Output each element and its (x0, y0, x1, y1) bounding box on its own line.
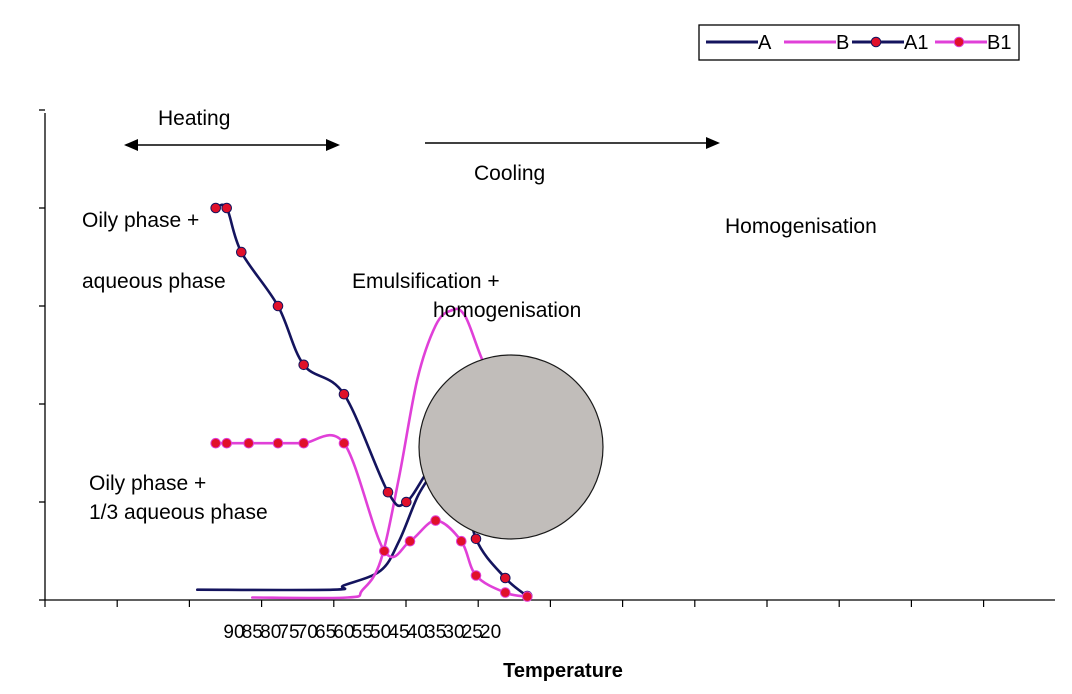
data-point-a1 (401, 496, 412, 508)
legend-entry-b1: B1 (935, 32, 1011, 54)
x-axis-ticks (44, 600, 985, 607)
data-point-a1 (382, 486, 394, 498)
data-point-a1 (298, 359, 310, 371)
series-line-b (251, 307, 529, 600)
annotation-emulsification-line1: Emulsification + (352, 270, 500, 293)
legend-label: B (836, 32, 849, 54)
legend: A B A1 B1 (698, 24, 1020, 61)
annotation-heating: Heating (158, 107, 230, 130)
legend-label: A (758, 32, 772, 54)
annotation-homogenisation: Homogenisation (725, 215, 877, 238)
data-point-b1 (430, 515, 441, 526)
x-tick-label: 65 (315, 622, 336, 643)
x-tick-label: 55 (352, 622, 373, 643)
data-point-b1 (298, 437, 310, 449)
x-tick-label: 50 (370, 622, 391, 643)
data-point-b1 (338, 437, 350, 449)
emulsification-vessel-circle (418, 354, 604, 540)
legend-marker (953, 36, 965, 48)
data-point-b1 (210, 437, 221, 449)
legend-marker (870, 36, 882, 48)
data-point-b1 (500, 587, 511, 598)
annotation-oily-third-line1: Oily phase + (89, 472, 206, 495)
x-tick-label: 75 (278, 622, 299, 643)
data-point-a1 (470, 533, 482, 545)
y-axis-ticks (39, 109, 45, 601)
legend-entry-a1: A1 (852, 32, 928, 54)
data-point-b1 (243, 437, 254, 449)
data-point-a1 (236, 246, 247, 258)
data-point-b1 (379, 545, 390, 557)
data-point-b1 (221, 437, 232, 449)
x-tick-label: 80 (260, 622, 281, 643)
data-point-b1 (456, 535, 467, 547)
data-point-a1 (221, 202, 232, 214)
annotation-oily-third-line2: 1/3 aqueous phase (89, 501, 268, 524)
legend-label: B1 (987, 32, 1011, 54)
x-tick-label: 25 (462, 622, 483, 643)
x-axis-label: Temperature (503, 660, 623, 682)
annotation-oily-aqueous-line2: aqueous phase (82, 270, 226, 293)
annotation-cooling: Cooling (474, 162, 545, 185)
annotations: Heating Cooling Homogenisation Emulsific… (82, 107, 877, 524)
data-point-b1 (272, 437, 284, 449)
data-point-a1 (338, 388, 350, 400)
series-b (251, 307, 529, 600)
data-point-b1 (470, 570, 482, 581)
data-point-b1 (522, 591, 533, 602)
legend-label: A1 (904, 32, 928, 54)
legend-entry-a: A (706, 32, 772, 54)
legend-entry-b: B (784, 32, 849, 54)
x-tick-label: 85 (242, 622, 263, 643)
legend-items: A B A1 B1 (706, 32, 1011, 54)
data-point-a1 (500, 572, 511, 584)
data-point-b1 (404, 535, 416, 547)
x-tick-label: 60 (333, 622, 354, 643)
x-tick-label: 40 (407, 622, 428, 643)
annotation-oily-aqueous-line1: Oily phase + (82, 209, 199, 232)
series-b1 (210, 433, 533, 602)
x-tick-label: 70 (297, 622, 318, 643)
data-point-a1 (272, 300, 284, 312)
x-tick-label: 20 (480, 622, 501, 643)
x-tick-label: 90 (223, 622, 244, 643)
data-point-a1 (210, 202, 221, 214)
x-tick-label: 35 (425, 622, 446, 643)
x-tick-label: 30 (443, 622, 464, 643)
annotation-emulsification-line2: homogenisation (433, 299, 581, 322)
y-axis (39, 109, 46, 601)
x-tick-label: 45 (388, 622, 409, 643)
